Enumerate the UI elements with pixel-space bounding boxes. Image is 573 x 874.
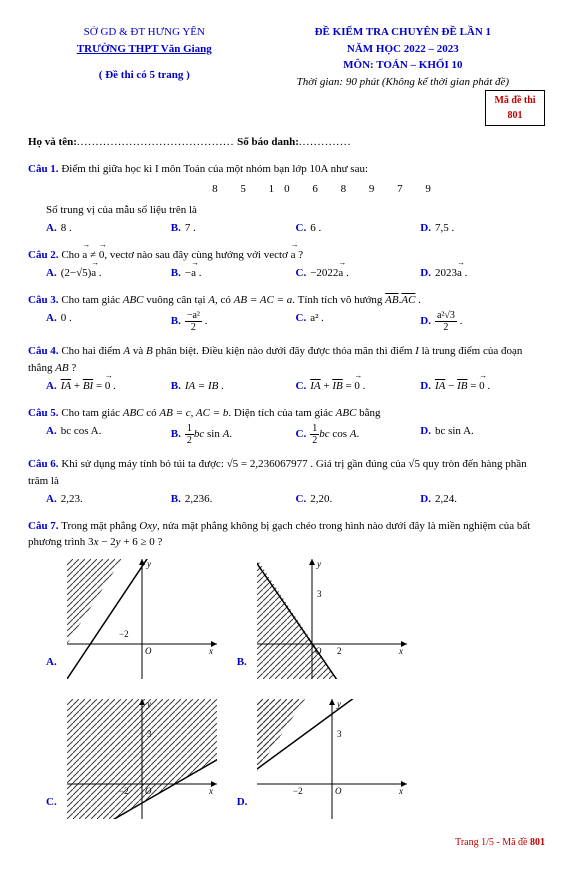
svg-text:3: 3 (337, 729, 342, 739)
q1-data: 8 5 10 6 8 9 7 9 (108, 181, 545, 198)
q3-text: Cho tam giác ABC vuông cân tại A, có AB … (61, 294, 421, 306)
q2-label: Câu 2. (28, 249, 59, 261)
exam-subject: MÔN: TOÁN – KHỐI 10 (261, 57, 545, 74)
q1-options: A.8 . B.7 . C.6 . D.7,5 . (28, 220, 545, 237)
svg-text:O: O (315, 646, 322, 656)
page-count: ( Đề thi có 5 trang ) (28, 67, 261, 84)
graph-a-svg: −2 O x y (67, 559, 217, 679)
dept: SỞ GD & ĐT HƯNG YÊN (28, 24, 261, 41)
question-7: Câu 7. Trong mặt phẳng Oxy, nửa mặt phẳn… (28, 518, 545, 819)
q5-text: Cho tam giác ABC có AB = c, AC = b. Diện… (61, 407, 380, 419)
footer-text: Trang 1/5 - Mã đề 801 (455, 837, 545, 848)
question-6: Câu 6. Khi sử dụng máy tính bỏ túi ta đư… (28, 456, 545, 508)
q7-label: Câu 7. (28, 520, 59, 532)
question-3: Câu 3. Cho tam giác ABC vuông cân tại A,… (28, 292, 545, 334)
svg-text:x: x (208, 786, 213, 796)
q7-text: Trong mặt phẳng Oxy, nửa mặt phẳng không… (28, 520, 530, 549)
svg-text:y: y (146, 699, 151, 709)
student-info: Họ và tên:..............................… (28, 134, 545, 151)
q7-graphs: A. −2 O x y B. (28, 559, 545, 819)
q1-text: Điểm thi giữa học kì I môn Toán của một … (61, 163, 368, 175)
svg-text:x: x (398, 646, 403, 656)
q6-options: A.2,23. B.2,236. C.2,20. D.2,24. (28, 491, 545, 508)
q5-options: A.bc cos A. B.12bc sin A. C.12bc cos A. … (28, 423, 545, 446)
question-5: Câu 5. Cho tam giác ABC có AB = c, AC = … (28, 405, 545, 447)
svg-text:y: y (146, 559, 151, 569)
graph-b-svg: 3 O 2 x y (257, 559, 407, 679)
svg-text:O: O (335, 786, 342, 796)
q1-label: Câu 1. (28, 163, 59, 175)
id-dots: .............. (299, 136, 352, 148)
question-4: Câu 4. Cho hai điểm A và B phân biệt. Đi… (28, 343, 545, 395)
graph-c-svg: 3 −2 O x y (67, 699, 217, 819)
svg-text:y: y (316, 559, 321, 569)
q4-text: Cho hai điểm A và B phân biệt. Điều kiện… (28, 345, 522, 374)
opt-a: A. (46, 222, 57, 234)
q4-label: Câu 4. (28, 345, 59, 357)
graph-d-svg: 3 −2 O x y (257, 699, 407, 819)
opt-d: D. (420, 222, 431, 234)
q5-label: Câu 5. (28, 407, 59, 419)
header-left: SỞ GD & ĐT HƯNG YÊN TRƯỜNG THPT Văn Gian… (28, 24, 261, 126)
id-label: Số báo danh: (237, 136, 299, 148)
header: SỞ GD & ĐT HƯNG YÊN TRƯỜNG THPT Văn Gian… (28, 24, 545, 126)
graph-c: C. 3 −2 O x y (46, 699, 217, 819)
exam-code-box: Mã đề thi 801 (485, 90, 545, 126)
opt-b: B. (171, 222, 181, 234)
svg-text:−2: −2 (119, 629, 129, 639)
svg-text:O: O (145, 646, 152, 656)
svg-text:O: O (145, 786, 152, 796)
q3-label: Câu 3. (28, 294, 59, 306)
code: 801 (494, 108, 536, 123)
svg-text:3: 3 (317, 589, 322, 599)
name-label: Họ và tên: (28, 136, 77, 148)
svg-text:y: y (336, 699, 341, 709)
opt-c: C. (296, 222, 307, 234)
q6-text: Khi sử dụng máy tính bỏ túi ta được: √5 … (28, 458, 527, 487)
q4-options: A.IA + BI = 0 . B.IA = IB . C.IA + IB = … (28, 378, 545, 395)
svg-text:−2: −2 (119, 786, 129, 796)
exam-time: Thời gian: 90 phút (Không kể thời gian p… (261, 74, 545, 91)
q3-options: A.0 . B.−a²2 . C.a² . D.a²√32 . (28, 310, 545, 333)
svg-text:3: 3 (147, 729, 152, 739)
name-dots: ........................................… (77, 136, 235, 148)
graph-a: A. −2 O x y (46, 559, 217, 679)
school: TRƯỜNG THPT Văn Giang (28, 41, 261, 58)
code-label: Mã đề thi (494, 93, 536, 108)
svg-text:−2: −2 (293, 786, 303, 796)
q6-label: Câu 6. (28, 458, 59, 470)
question-1: Câu 1. Điểm thi giữa học kì I môn Toán c… (28, 161, 545, 237)
question-2: Câu 2. Cho a ≠ 0, vectơ nào sau đây cùng… (28, 247, 545, 282)
graph-d: D. 3 −2 O x y (237, 699, 408, 819)
svg-text:x: x (398, 786, 403, 796)
exam-title: ĐỀ KIỂM TRA CHUYÊN ĐỀ LẦN 1 (261, 24, 545, 41)
exam-year: NĂM HỌC 2022 – 2023 (261, 41, 545, 58)
graph-b: B. 3 O 2 x y (237, 559, 407, 679)
q1-sub: Số trung vị của mẫu số liệu trên là (28, 202, 545, 219)
svg-text:x: x (208, 646, 213, 656)
svg-text:2: 2 (337, 646, 342, 656)
header-right: ĐỀ KIỂM TRA CHUYÊN ĐỀ LẦN 1 NĂM HỌC 2022… (261, 24, 545, 126)
page-footer: Trang 1/5 - Mã đề 801 (28, 835, 545, 850)
q2-options: A.(2−√5)a . B.−a . C.−2022a . D.2023a . (28, 265, 545, 282)
